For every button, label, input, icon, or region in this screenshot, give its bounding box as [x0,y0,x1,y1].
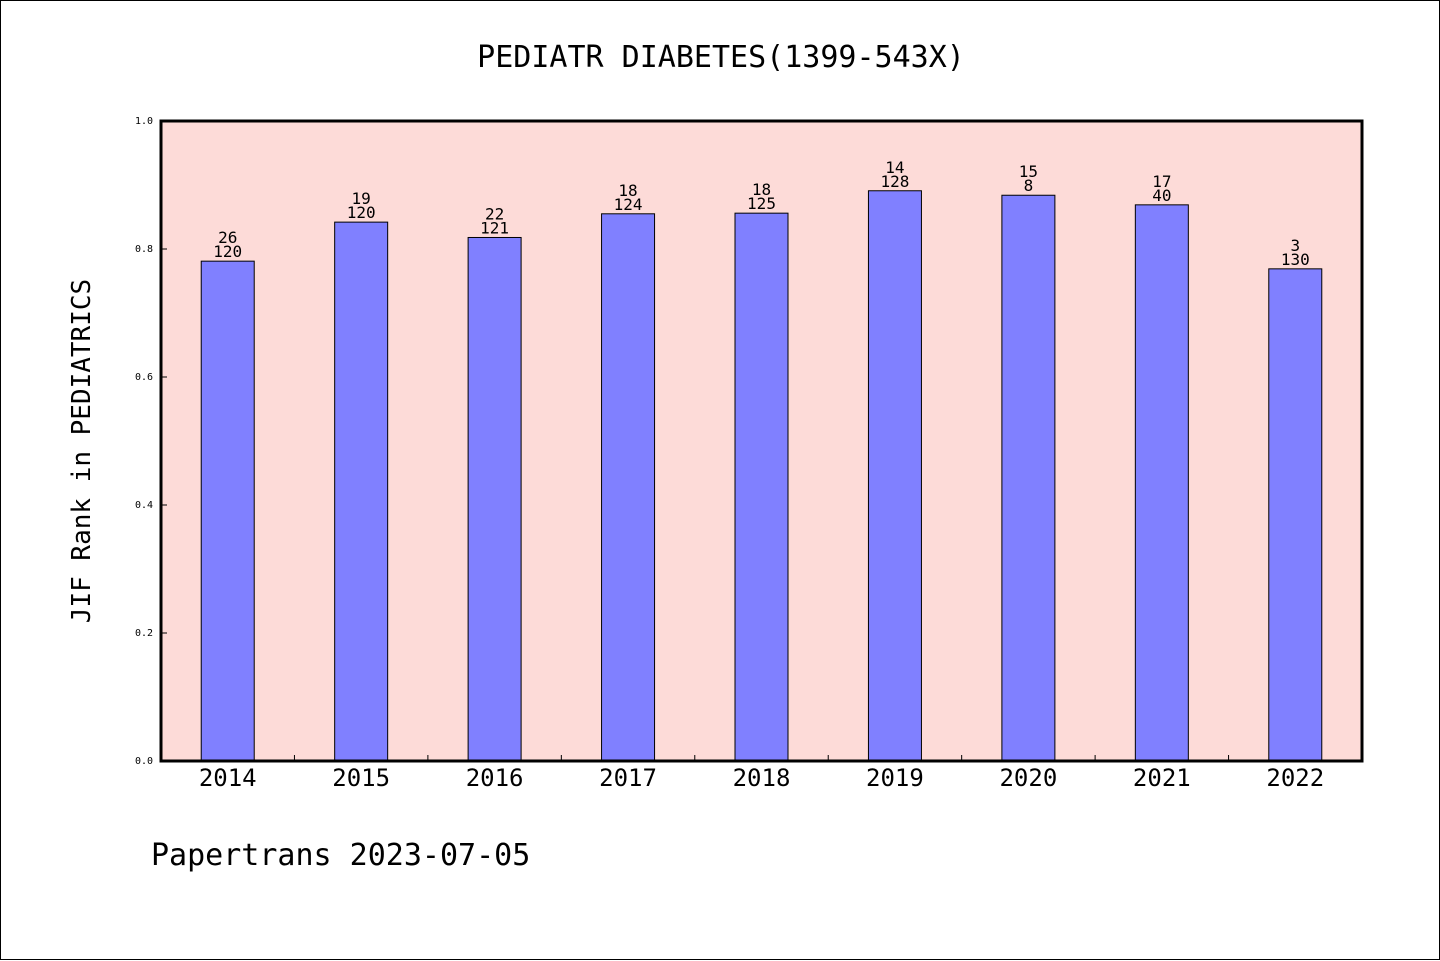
plot-border [159,119,1364,763]
y-tick-label: 0.6 [135,372,153,383]
data-label-total: 125 [747,194,776,213]
data-label-rank: 15 [1019,162,1038,181]
data-label-total: 8 [1024,176,1034,195]
data-label-rank: 26 [218,228,237,247]
data-label-total: 120 [213,242,242,261]
x-tick-label: 2021 [1133,764,1191,792]
data-label-rank: 18 [752,180,771,199]
y-tick-label: 1.0 [135,116,153,127]
x-tick-label: 2016 [466,764,524,792]
bar [867,190,922,762]
data-label-total: 40 [1152,186,1171,205]
data-label-rank: 18 [618,181,637,200]
x-tick-label: 2022 [1266,764,1324,792]
footer-credit: Papertrans 2023-07-05 [151,838,530,873]
data-label-rank: 22 [485,204,504,223]
y-axis-label: JIF Rank in PEDIATRICS [67,279,97,623]
bar [1268,268,1323,762]
y-tick-label: 0.2 [135,628,153,639]
bar [1001,194,1056,762]
data-label-rank: 17 [1152,172,1171,191]
x-tick-label: 2020 [999,764,1057,792]
bar [200,260,255,762]
x-tick-label: 2019 [866,764,924,792]
data-label-total: 121 [480,218,509,237]
bars-group [200,190,1323,762]
bar [334,221,389,762]
data-label-total: 128 [880,172,909,191]
y-tick-label: 0.8 [135,244,153,255]
x-tick-label: 2018 [733,764,791,792]
ticks-group: 0.0 0.2 0.4 0.6 0.8 1.0 2014 2015 2016 2017 2018 20… [135,116,1324,792]
bar [601,213,656,762]
bar [467,236,522,762]
data-label-total: 124 [614,195,643,214]
chart-title: PEDIATR DIABETES(1399-543X) [477,40,965,75]
bar [1134,204,1189,762]
data-label-total: 120 [347,203,376,222]
data-label-rank: 3 [1290,236,1300,255]
data-label-total: 130 [1281,250,1310,269]
data-label-rank: 19 [352,189,371,208]
x-tick-label: 2014 [199,764,257,792]
bar [734,212,789,762]
x-tick-label: 2017 [599,764,657,792]
y-tick-label: 0.4 [135,500,153,511]
y-tick-label: 0.0 [135,756,153,767]
data-label-rank: 14 [885,158,904,177]
x-tick-label: 2015 [332,764,390,792]
